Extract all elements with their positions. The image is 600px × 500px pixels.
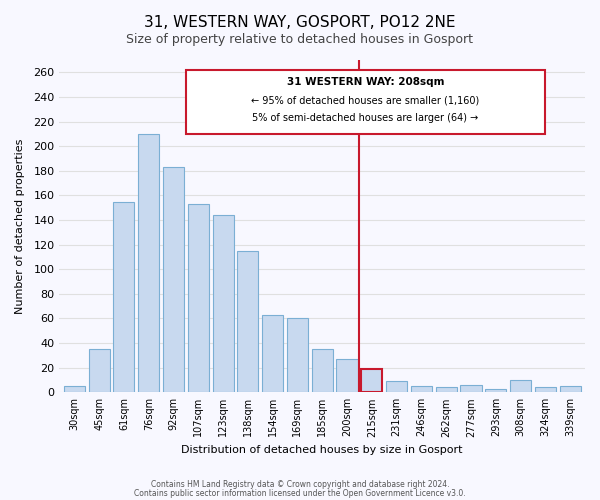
Bar: [238, 251, 259, 392]
Bar: [212, 215, 233, 392]
Text: 31, WESTERN WAY, GOSPORT, PO12 2NE: 31, WESTERN WAY, GOSPORT, PO12 2NE: [144, 15, 456, 30]
Bar: [386, 381, 407, 392]
Text: Contains HM Land Registry data © Crown copyright and database right 2024.: Contains HM Land Registry data © Crown c…: [151, 480, 449, 489]
X-axis label: Distribution of detached houses by size in Gosport: Distribution of detached houses by size …: [181, 445, 463, 455]
Bar: [460, 385, 482, 392]
Bar: [89, 349, 110, 393]
Bar: [188, 204, 209, 392]
Text: ← 95% of detached houses are smaller (1,160): ← 95% of detached houses are smaller (1,…: [251, 96, 480, 106]
Bar: [64, 386, 85, 392]
Bar: [311, 349, 333, 393]
Bar: [361, 369, 382, 392]
Bar: [436, 388, 457, 392]
Bar: [287, 318, 308, 392]
Bar: [138, 134, 159, 392]
Bar: [560, 386, 581, 392]
Bar: [510, 380, 531, 392]
Bar: [163, 167, 184, 392]
Text: Contains public sector information licensed under the Open Government Licence v3: Contains public sector information licen…: [134, 488, 466, 498]
Bar: [262, 315, 283, 392]
Text: Size of property relative to detached houses in Gosport: Size of property relative to detached ho…: [127, 32, 473, 46]
Bar: [485, 388, 506, 392]
Y-axis label: Number of detached properties: Number of detached properties: [15, 138, 25, 314]
Text: 5% of semi-detached houses are larger (64) →: 5% of semi-detached houses are larger (6…: [253, 113, 479, 123]
Bar: [337, 359, 358, 392]
Text: 31 WESTERN WAY: 208sqm: 31 WESTERN WAY: 208sqm: [287, 77, 445, 87]
Bar: [411, 386, 432, 392]
Bar: [113, 202, 134, 392]
Bar: [535, 388, 556, 392]
FancyBboxPatch shape: [186, 70, 545, 134]
